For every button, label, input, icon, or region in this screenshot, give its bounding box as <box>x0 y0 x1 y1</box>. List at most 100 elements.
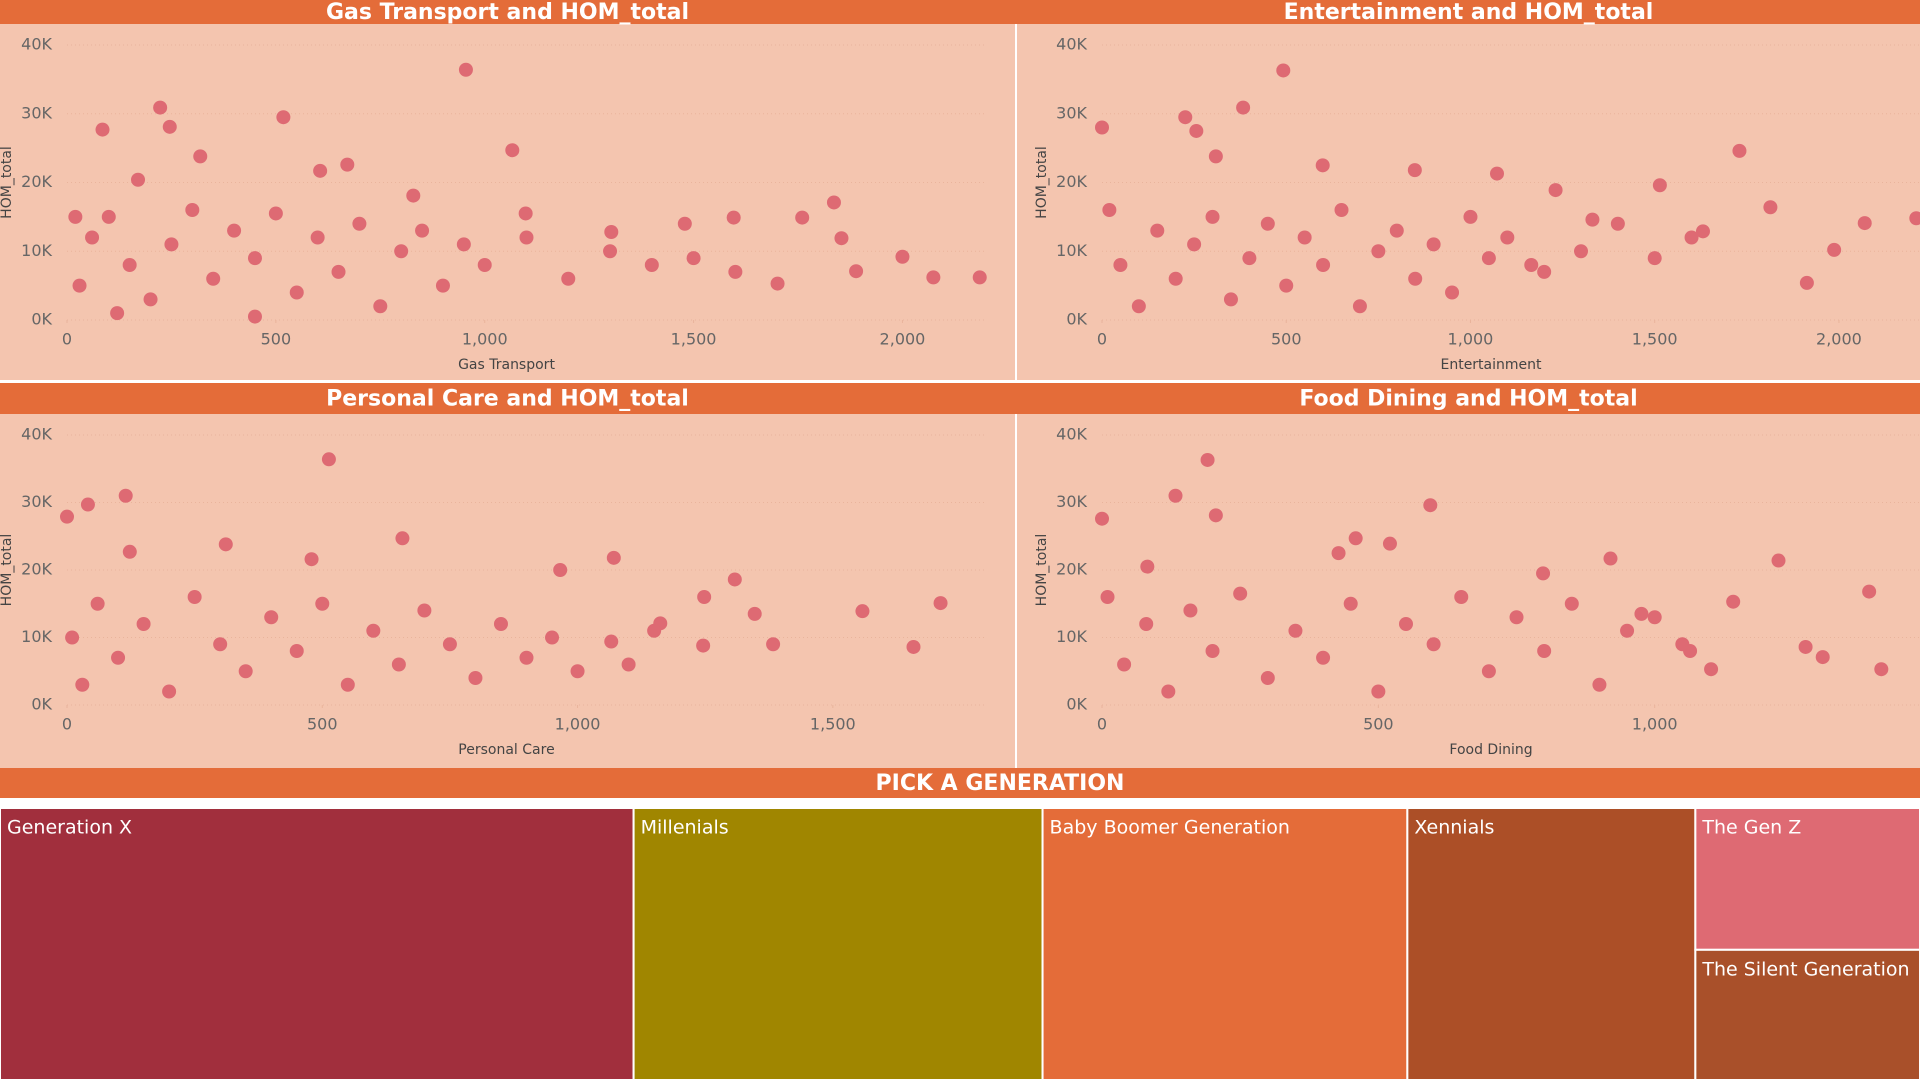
scatter-point <box>770 276 785 291</box>
scatter-point <box>1331 546 1346 561</box>
scatter-point <box>206 271 221 286</box>
scatter-point <box>264 610 279 625</box>
x-tick-label: 0 <box>1097 715 1107 734</box>
scatter-point <box>1223 292 1238 307</box>
y-axis-label: HOM_total <box>0 146 15 219</box>
scatter-point <box>1695 224 1710 239</box>
x-tick-label: 1,500 <box>810 715 856 734</box>
scatter-point <box>162 119 177 134</box>
scatter-point <box>727 572 742 587</box>
scatter-point <box>1610 216 1625 231</box>
scatter-point <box>1585 212 1600 227</box>
scatter-point <box>1647 251 1662 266</box>
scatter-point <box>1371 684 1386 699</box>
y-tick-label: 0K <box>1066 310 1087 329</box>
scatter-point <box>1187 237 1202 252</box>
scatter-point <box>85 230 100 245</box>
scatter-point <box>1389 223 1404 238</box>
scatter-point <box>1279 278 1294 293</box>
x-tick-label: 1,000 <box>462 330 508 349</box>
scatter-point <box>604 634 619 649</box>
x-tick-label: 0 <box>62 715 72 734</box>
scatter-point <box>1481 251 1496 266</box>
scatter-point <box>458 62 473 77</box>
y-axis-label: HOM_total <box>0 534 15 607</box>
x-tick-label: 1,000 <box>1632 715 1678 734</box>
scatter-point <box>697 590 712 604</box>
scatter-point <box>352 216 367 231</box>
scatter-point <box>1242 251 1257 266</box>
scatter-point <box>1382 536 1397 551</box>
scatter-point <box>193 149 208 164</box>
scatter-point <box>1509 610 1524 625</box>
scatter-point <box>1095 511 1109 526</box>
scatter-point <box>72 278 87 293</box>
y-tick-label: 30K <box>21 103 52 122</box>
treemap-label: Baby Boomer Generation <box>1050 817 1290 839</box>
scatter-point <box>415 223 430 238</box>
x-tick-label: 0 <box>1097 330 1107 349</box>
scatter-point <box>164 237 179 252</box>
chart-title: Entertainment and HOM_total <box>1284 0 1654 25</box>
scatter-point <box>1178 110 1193 125</box>
x-tick-label: 500 <box>261 330 292 349</box>
x-tick-label: 2,000 <box>1816 330 1862 349</box>
chart-title: Gas Transport and HOM_total <box>326 0 689 25</box>
y-axis-label: HOM_total <box>1034 146 1050 219</box>
scatter-point <box>1445 285 1460 300</box>
treemap-tile <box>632 807 1044 1080</box>
scatter-point <box>289 644 304 658</box>
scatter-point <box>1463 209 1478 224</box>
scatter-point <box>1603 551 1618 566</box>
scatter-point <box>1095 120 1109 135</box>
scatter-point <box>1200 452 1215 467</box>
treemap-tile <box>1694 807 1920 951</box>
scatter-point <box>1140 559 1155 574</box>
scatter-point <box>795 210 810 225</box>
scatter-point <box>1150 223 1165 238</box>
scatter-point <box>1426 237 1441 252</box>
scatter-point <box>373 299 388 314</box>
scatter-point <box>1102 203 1117 217</box>
scatter-point <box>1647 610 1662 625</box>
scatter-point <box>304 552 319 567</box>
scatter-point <box>1620 623 1635 638</box>
treemap-label: The Gen Z <box>1701 817 1801 839</box>
scatter-point <box>143 292 158 307</box>
scatter-point <box>686 251 701 266</box>
treemap-title: PICK A GENERATION <box>876 771 1125 796</box>
scatter-point <box>553 563 568 577</box>
scatter-point <box>1205 644 1220 658</box>
x-axis-label: Entertainment <box>1440 357 1542 373</box>
scatter-point <box>1168 271 1183 286</box>
x-axis-label: Food Dining <box>1449 742 1532 758</box>
scatter-point <box>75 677 90 692</box>
scatter-point <box>603 244 618 259</box>
y-tick-label: 40K <box>1056 35 1087 54</box>
scatter-point <box>621 657 636 672</box>
scatter-point <box>60 509 74 524</box>
scatter-point <box>1874 662 1889 677</box>
scatter-point <box>906 639 921 654</box>
scatter-point <box>493 617 508 631</box>
scatter-point <box>218 537 233 552</box>
scatter-point <box>895 249 910 264</box>
scatter-point <box>1684 230 1699 245</box>
scatter-point <box>131 172 146 187</box>
x-tick-label: 2,000 <box>880 330 926 349</box>
y-tick-label: 10K <box>21 241 52 260</box>
title-bar <box>0 383 1017 414</box>
scatter-point <box>310 230 325 245</box>
scatter-point <box>395 531 410 546</box>
scatter-point <box>276 110 291 125</box>
scatter-point <box>366 623 381 638</box>
y-tick-label: 10K <box>1056 627 1087 646</box>
scatter-point <box>1564 596 1579 611</box>
x-tick-label: 1,500 <box>1632 330 1678 349</box>
scatter-point <box>1862 584 1877 599</box>
y-tick-label: 40K <box>21 425 52 444</box>
scatter-point <box>456 237 471 252</box>
scatter-point <box>1815 650 1830 665</box>
scatter-point <box>766 637 781 652</box>
